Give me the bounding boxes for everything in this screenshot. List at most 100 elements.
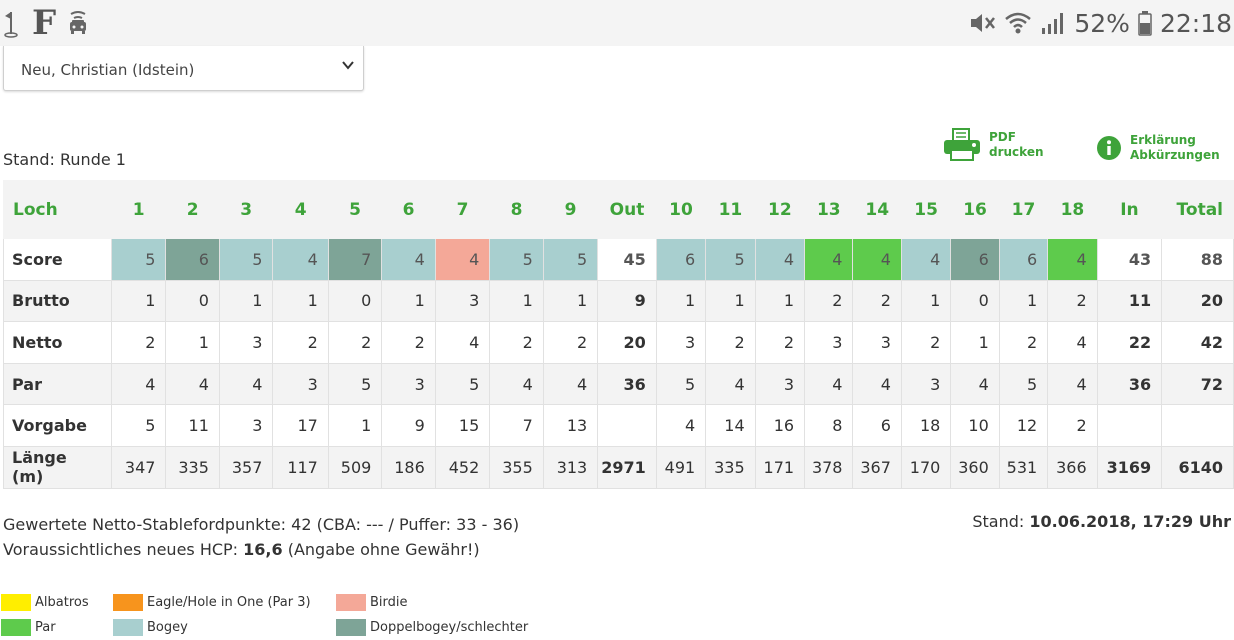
new-hcp-prefix: Voraussichtliches neues HCP: [3, 540, 244, 559]
table-cell: 3 [434, 279, 491, 323]
row-label: Brutto [3, 279, 112, 323]
table-cell: 16 [754, 404, 806, 447]
legend-label: Bogey [147, 620, 188, 635]
table-cell: 2 [754, 321, 806, 364]
table-cell: 4 [852, 238, 902, 281]
table-cell: 3 [804, 321, 854, 364]
column-header-total: Total [1161, 180, 1234, 239]
column-header-11: 11 [705, 180, 756, 239]
table-cell: 5 [110, 404, 167, 447]
table-cell: 1 [165, 321, 220, 364]
table-cell: 36 [597, 362, 657, 406]
table-cell: 3 [218, 321, 274, 364]
info-label-line1: Erklärung [1130, 133, 1196, 147]
table-cell: 36 [1096, 362, 1163, 406]
table-cell: 4 [434, 321, 491, 364]
pdf-print-button[interactable]: PDF drucken [943, 128, 1044, 162]
legend-item: Doppelbogey/schlechter [336, 619, 528, 636]
table-cell: 2 [1047, 404, 1098, 447]
table-cell: 1 [542, 279, 599, 323]
column-header-16: 16 [950, 180, 1000, 239]
table-cell: 3 [754, 362, 806, 406]
table-cell: 4 [1047, 238, 1098, 281]
table-cell: 5 [218, 238, 274, 281]
stand-timestamp: Stand: 10.06.2018, 17:29 Uhr [972, 512, 1231, 531]
table-cell: 6 [852, 404, 902, 447]
table-row-par: Par 4 4 4 3 5 3 5 4 4 36 5 4 3 4 4 3 4 5 4 36 72 [3, 362, 1234, 406]
player-select[interactable]: Neu, Christian (Idstein) [3, 46, 364, 91]
new-hcp-line: Voraussichtliches neues HCP: 16,6 (Angab… [3, 537, 519, 562]
column-header-7: 7 [434, 180, 491, 239]
table-cell: 2 [900, 321, 952, 364]
table-cell: 11 [165, 404, 220, 447]
battery-percent: 52% [1074, 8, 1130, 38]
row-label: Score [3, 238, 112, 281]
table-cell: 5 [705, 238, 756, 281]
table-cell: 1 [218, 279, 274, 323]
legend-swatch [336, 619, 366, 636]
table-cell: 17 [272, 404, 329, 447]
legend-swatch [113, 594, 143, 611]
legend-label: Albatros [35, 595, 89, 610]
table-cell: 42 [1161, 321, 1234, 364]
table-cell: 2 [110, 321, 167, 364]
table-cell: 0 [950, 279, 1000, 323]
round-status: Stand: Runde 1 [3, 150, 126, 169]
legend-item: Eagle/Hole in One (Par 3) [113, 594, 311, 611]
table-cell: 4 [434, 238, 491, 281]
table-cell: 531 [998, 445, 1049, 489]
table-cell [1096, 404, 1163, 447]
table-cell: 2 [998, 321, 1049, 364]
table-cell: 347 [110, 445, 167, 489]
table-cell: 4 [110, 362, 167, 406]
row-label: Par [3, 362, 112, 406]
column-header-3: 3 [218, 180, 274, 239]
scorecard-table: Loch 1 2 3 4 5 6 7 8 9 Out 10 11 12 13 14 15 16 17 18 In Tota… [3, 180, 1234, 489]
legend-swatch [1, 594, 31, 611]
table-cell: 43 [1096, 238, 1163, 281]
table-cell: 0 [165, 279, 220, 323]
pdf-label-line2: drucken [989, 145, 1044, 159]
table-cell: 117 [272, 445, 329, 489]
color-legend: Albatros Eagle/Hole in One (Par 3) Birdie P… [1, 594, 701, 640]
stableford-summary: Gewertete Netto-Stablefordpunkte: 42 (CB… [3, 512, 519, 562]
column-header-17: 17 [998, 180, 1049, 239]
column-header-14: 14 [852, 180, 902, 239]
table-cell: 3 [655, 321, 707, 364]
table-cell: 1 [900, 279, 952, 323]
table-cell: 313 [542, 445, 599, 489]
table-cell: 20 [597, 321, 657, 364]
mute-icon [971, 14, 996, 32]
table-cell: 509 [327, 445, 383, 489]
table-cell: 6140 [1161, 445, 1234, 489]
table-cell: 3 [272, 362, 329, 406]
info-label-line2: Abkürzungen [1130, 148, 1220, 162]
table-cell [597, 404, 657, 447]
table-cell: 2 [542, 321, 599, 364]
table-cell: 367 [852, 445, 902, 489]
signal-icon [1042, 13, 1064, 34]
table-header-row: Loch 1 2 3 4 5 6 7 8 9 Out 10 11 12 13 14 15 16 17 18 In Tota… [3, 180, 1234, 239]
abbreviations-info-button[interactable]: Erklärung Abkürzungen [1096, 133, 1220, 163]
status-bar: F 52% [0, 0, 1234, 46]
legend-label: Eagle/Hole in One (Par 3) [147, 595, 311, 610]
legend-item: Par [1, 619, 56, 636]
table-cell: 45 [597, 238, 657, 281]
table-cell: 3 [852, 321, 902, 364]
table-cell: 360 [950, 445, 1000, 489]
table-row-netto: Netto 2 1 3 2 2 2 4 2 2 20 3 2 2 3 3 2 1 2 4 22 42 [3, 321, 1234, 364]
table-cell: 4 [1047, 321, 1098, 364]
status-bar-right: 52% 22:18 [968, 4, 1232, 42]
table-cell: 335 [165, 445, 220, 489]
legend-label: Par [35, 620, 56, 635]
table-cell: 2 [804, 279, 854, 323]
table-cell: 5 [110, 238, 167, 281]
table-cell: 4 [218, 362, 274, 406]
column-header-12: 12 [754, 180, 806, 239]
table-cell: 4 [950, 362, 1000, 406]
column-header-2: 2 [165, 180, 220, 239]
new-hcp-value: 16,6 [243, 540, 283, 559]
legend-item: Bogey [113, 619, 188, 636]
table-cell: 11 [1096, 279, 1163, 323]
table-cell: 6 [165, 238, 220, 281]
